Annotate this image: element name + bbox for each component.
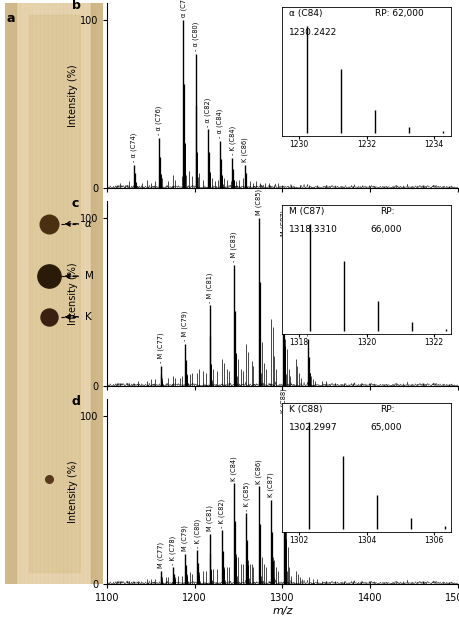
Text: - K (C78): - K (C78)	[169, 535, 176, 565]
Text: M (C77): M (C77)	[157, 542, 163, 568]
Bar	[90, 3, 95, 584]
Text: M (C79): M (C79)	[181, 525, 188, 551]
Bar	[28, 3, 32, 584]
Text: - α (C76): - α (C76)	[155, 106, 162, 135]
Text: - M (C77): - M (C77)	[157, 332, 163, 363]
Bar	[56, 3, 59, 584]
Bar	[14, 3, 93, 584]
Text: - M (C79): - M (C79)	[181, 311, 188, 342]
Bar	[71, 3, 75, 584]
Text: M: M	[85, 271, 94, 281]
Bar	[63, 3, 67, 584]
Bar	[90, 3, 102, 584]
Text: - M (C83): - M (C83)	[230, 232, 237, 263]
Text: K (C87): K (C87)	[267, 473, 274, 497]
Text: - α (C84): - α (C84)	[217, 109, 223, 138]
Bar	[32, 3, 36, 584]
Text: α (C78): α (C78)	[179, 0, 186, 17]
Text: K (C84): K (C84)	[230, 456, 237, 481]
Bar	[51, 3, 56, 584]
X-axis label: m/z: m/z	[272, 606, 292, 616]
Text: K (C86): K (C86)	[241, 137, 247, 162]
Point	[45, 312, 52, 322]
Text: - M (C89): - M (C89)	[304, 306, 310, 336]
Text: b: b	[72, 0, 81, 12]
Bar	[44, 3, 48, 584]
Text: M (C87): M (C87)	[280, 210, 286, 235]
Point	[45, 475, 52, 485]
Bar	[83, 3, 87, 584]
Text: d: d	[72, 396, 81, 408]
Bar	[75, 3, 79, 584]
Text: - K (C82): - K (C82)	[218, 499, 224, 528]
Text: K: K	[85, 312, 91, 322]
Text: M (C81): M (C81)	[206, 505, 213, 531]
Y-axis label: Intensity (%): Intensity (%)	[68, 262, 78, 325]
Text: - α (C80): - α (C80)	[192, 22, 198, 51]
Bar	[24, 3, 28, 584]
Point	[45, 271, 52, 281]
Y-axis label: Intensity (%): Intensity (%)	[68, 64, 78, 127]
Bar	[67, 3, 71, 584]
Text: - M (C81): - M (C81)	[206, 273, 213, 303]
Bar	[79, 3, 83, 584]
Bar	[48, 3, 51, 584]
Bar	[59, 3, 63, 584]
Text: - α (C74): - α (C74)	[131, 133, 137, 162]
Bar	[29, 15, 80, 572]
Bar	[40, 3, 44, 584]
Text: a: a	[6, 12, 15, 25]
Text: - K (C85): - K (C85)	[243, 481, 249, 511]
Text: - α (C82): - α (C82)	[204, 97, 211, 127]
Text: - K (C84): - K (C84)	[229, 126, 235, 155]
Bar	[5, 3, 17, 584]
Bar	[87, 3, 90, 584]
Point	[45, 219, 52, 229]
Text: α: α	[85, 219, 92, 229]
Text: K (C88): K (C88)	[280, 389, 287, 413]
Bar	[36, 3, 40, 584]
Text: M (C85): M (C85)	[255, 189, 261, 215]
Text: c: c	[72, 197, 79, 210]
Text: K (C86): K (C86)	[255, 459, 261, 484]
Y-axis label: Intensity (%): Intensity (%)	[68, 460, 78, 523]
Bar	[17, 3, 20, 584]
Text: - K (C80): - K (C80)	[194, 519, 200, 548]
Bar	[20, 3, 24, 584]
